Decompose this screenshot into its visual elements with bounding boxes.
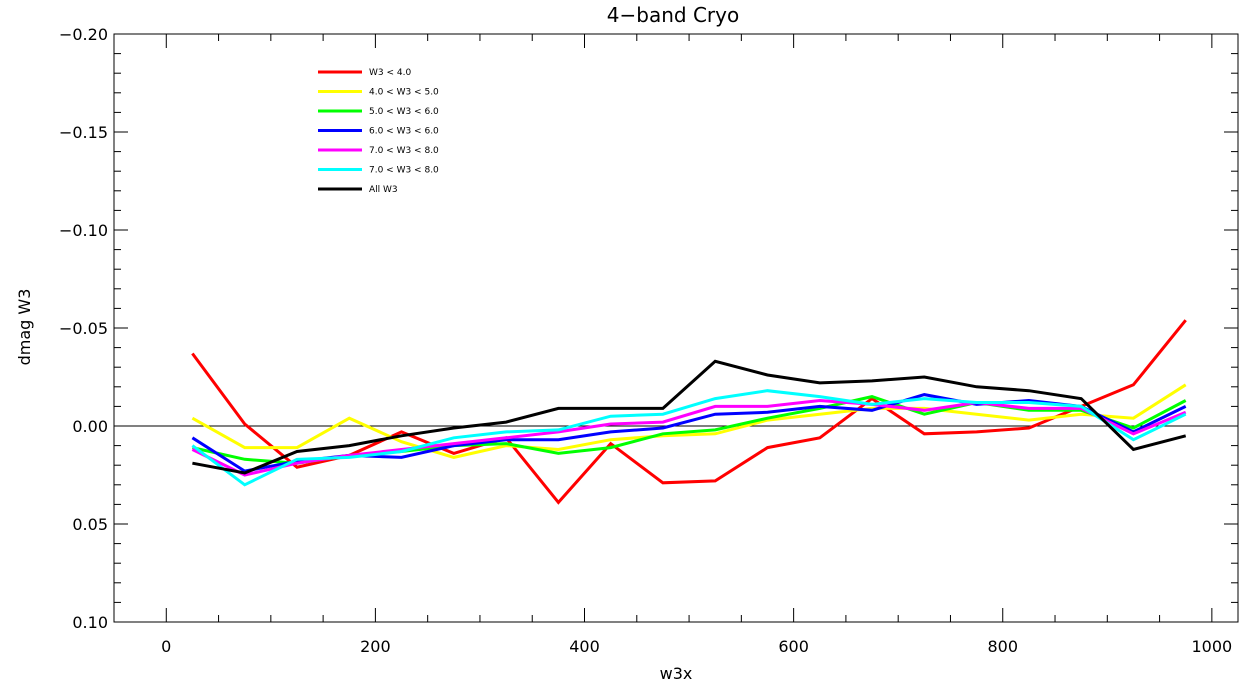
x-axis: 0 200 400 600 800 1000 [113, 34, 1233, 656]
legend-label: 4.0 < W3 < 5.0 [369, 88, 439, 98]
y-tick-label: 0.05 [72, 515, 108, 534]
series-line-2 [191, 383, 1187, 459]
legend-label: 6.0 < W3 < 6.0 [369, 127, 439, 137]
y-tick-label: −0.15 [59, 123, 108, 142]
legend-label: W3 < 4.0 [369, 68, 411, 78]
legend-label: 7.0 < W3 < 8.0 [369, 146, 439, 156]
series-line-5 [191, 398, 1187, 477]
x-tick-label: 600 [778, 637, 809, 656]
x-tick-label: 200 [360, 637, 391, 656]
x-tick-label: 1000 [1192, 637, 1233, 656]
y-tick-label: 0.00 [72, 417, 108, 436]
y-tick-label: −0.05 [59, 319, 108, 338]
series-line-1 [191, 319, 1187, 505]
x-tick-label: 800 [987, 637, 1018, 656]
series-group [191, 319, 1187, 505]
series-line-6 [191, 389, 1187, 487]
y-axis: −0.20 −0.15 −0.10 −0.05 0.00 0.05 0.10 [59, 25, 1238, 632]
legend-label: 7.0 < W3 < 8.0 [369, 166, 439, 176]
legend-label: All W3 [369, 185, 398, 195]
legend: W3 < 4.0 4.0 < W3 < 5.0 5.0 < W3 < 6.0 6.0 … [318, 68, 439, 195]
series-line-7 [192, 359, 1187, 475]
x-axis-label: w3x [660, 664, 693, 683]
y-tick-label: −0.10 [59, 221, 108, 240]
chart-title: 4−band Cryo [607, 3, 739, 27]
y-tick-label: −0.20 [59, 25, 108, 44]
y-axis-label: dmag W3 [15, 289, 34, 366]
plot-frame [113, 33, 1239, 623]
x-tick-label: 0 [161, 637, 171, 656]
legend-label: 5.0 < W3 < 6.0 [369, 107, 439, 117]
y-tick-label: 0.10 [72, 613, 108, 632]
x-tick-label: 400 [569, 637, 600, 656]
